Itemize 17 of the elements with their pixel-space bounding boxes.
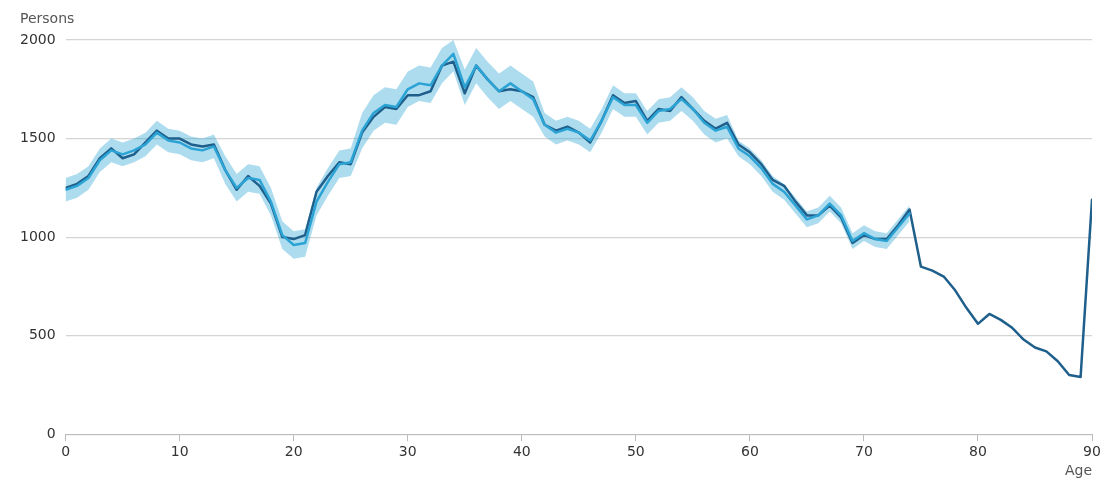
x-tick-label: 10 [170,443,189,460]
x-tick-label: 50 [626,443,645,460]
x-axis-title: Age [1064,461,1092,478]
x-tick-label: 40 [512,443,531,460]
x-tick-label: 90 [1083,443,1101,460]
y-tick-label: 1500 [19,129,56,146]
y-tick-label: 0 [46,424,56,441]
x-tick-label: 80 [969,443,987,460]
x-tick-label: 0 [61,443,71,460]
y-tick-label: 2000 [19,30,56,47]
y-axis-title: Persons [20,9,75,26]
x-tick-label: 20 [284,443,303,460]
x-tick-label: 60 [740,443,759,460]
y-tick-label: 500 [28,326,56,343]
x-tick-label: 70 [855,443,873,460]
y-tick-label: 1000 [19,227,56,244]
x-tick-label: 30 [398,443,417,460]
